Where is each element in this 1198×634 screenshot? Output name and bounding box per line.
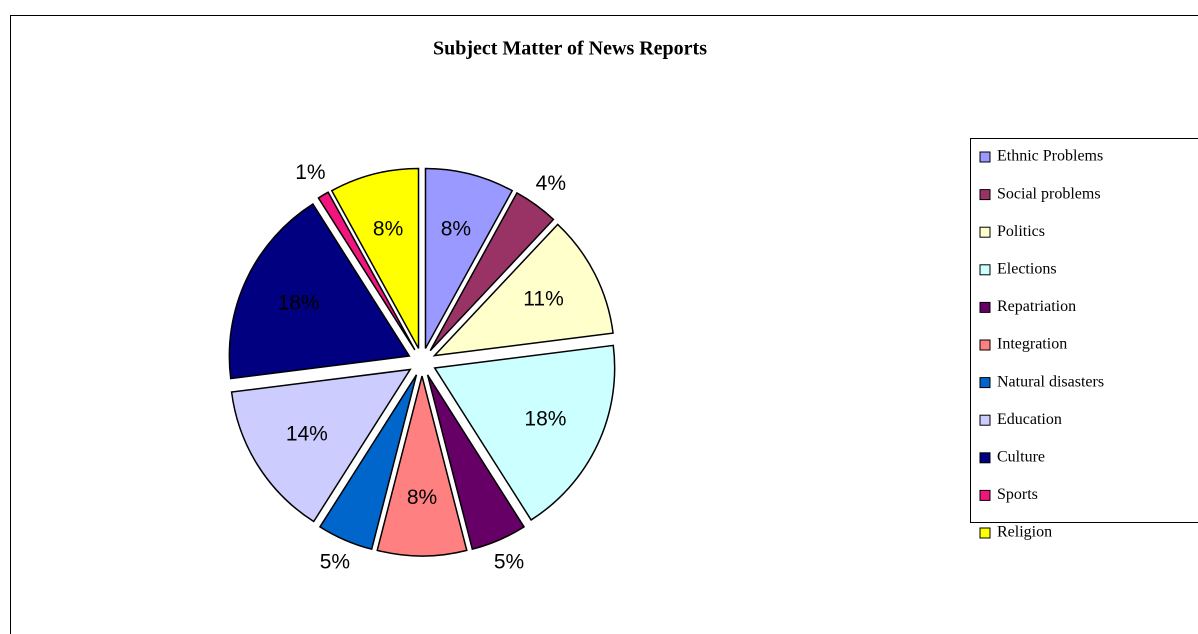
pie-slice [429,191,555,352]
legend-swatch [979,264,991,276]
legend-label: Repatriation [997,298,1076,315]
legend-swatch [979,301,991,313]
data-label: 4% [536,172,566,195]
chart-title: Subject Matter of News Reports [433,38,707,60]
data-label: 18% [524,408,566,431]
data-label: 8% [373,217,403,240]
legend-box [970,138,1198,523]
pie-slice [228,203,411,380]
pie-slice [424,167,514,349]
pie-slice [230,368,412,523]
data-label: 1% [295,161,325,184]
pie-slice [433,344,616,521]
legend-swatch [979,414,991,426]
data-label: 18% [278,291,320,314]
legend-label: Education [997,411,1062,428]
legend-label: Religion [997,524,1052,541]
pie-slice [317,191,416,351]
data-label: 8% [441,217,471,240]
pie-slice [318,374,418,551]
legend-swatch [979,151,991,163]
pie-slice [426,374,526,551]
legend-label: Natural disasters [997,373,1104,390]
pie-slice [376,375,468,557]
legend-swatch [979,489,991,501]
pie-slice [432,223,614,357]
legend-swatch [979,339,991,351]
legend-swatch [979,527,991,539]
data-label: 11% [523,288,563,311]
data-label: 5% [494,551,524,574]
legend-label: Culture [997,448,1045,465]
legend-label: Social problems [997,185,1101,202]
data-label: 14% [286,423,328,446]
data-label: 8% [407,486,437,509]
legend-label: Integration [997,336,1067,353]
pie-slice [330,167,420,349]
legend-swatch [979,189,991,201]
legend-label: Elections [997,260,1057,277]
legend-swatch [979,377,991,389]
legend-swatch [979,226,991,238]
legend-label: Ethnic Problems [997,148,1103,165]
legend-label: Sports [997,486,1038,503]
data-label: 5% [320,551,350,574]
legend-swatch [979,452,991,464]
legend-label: Politics [997,223,1045,240]
